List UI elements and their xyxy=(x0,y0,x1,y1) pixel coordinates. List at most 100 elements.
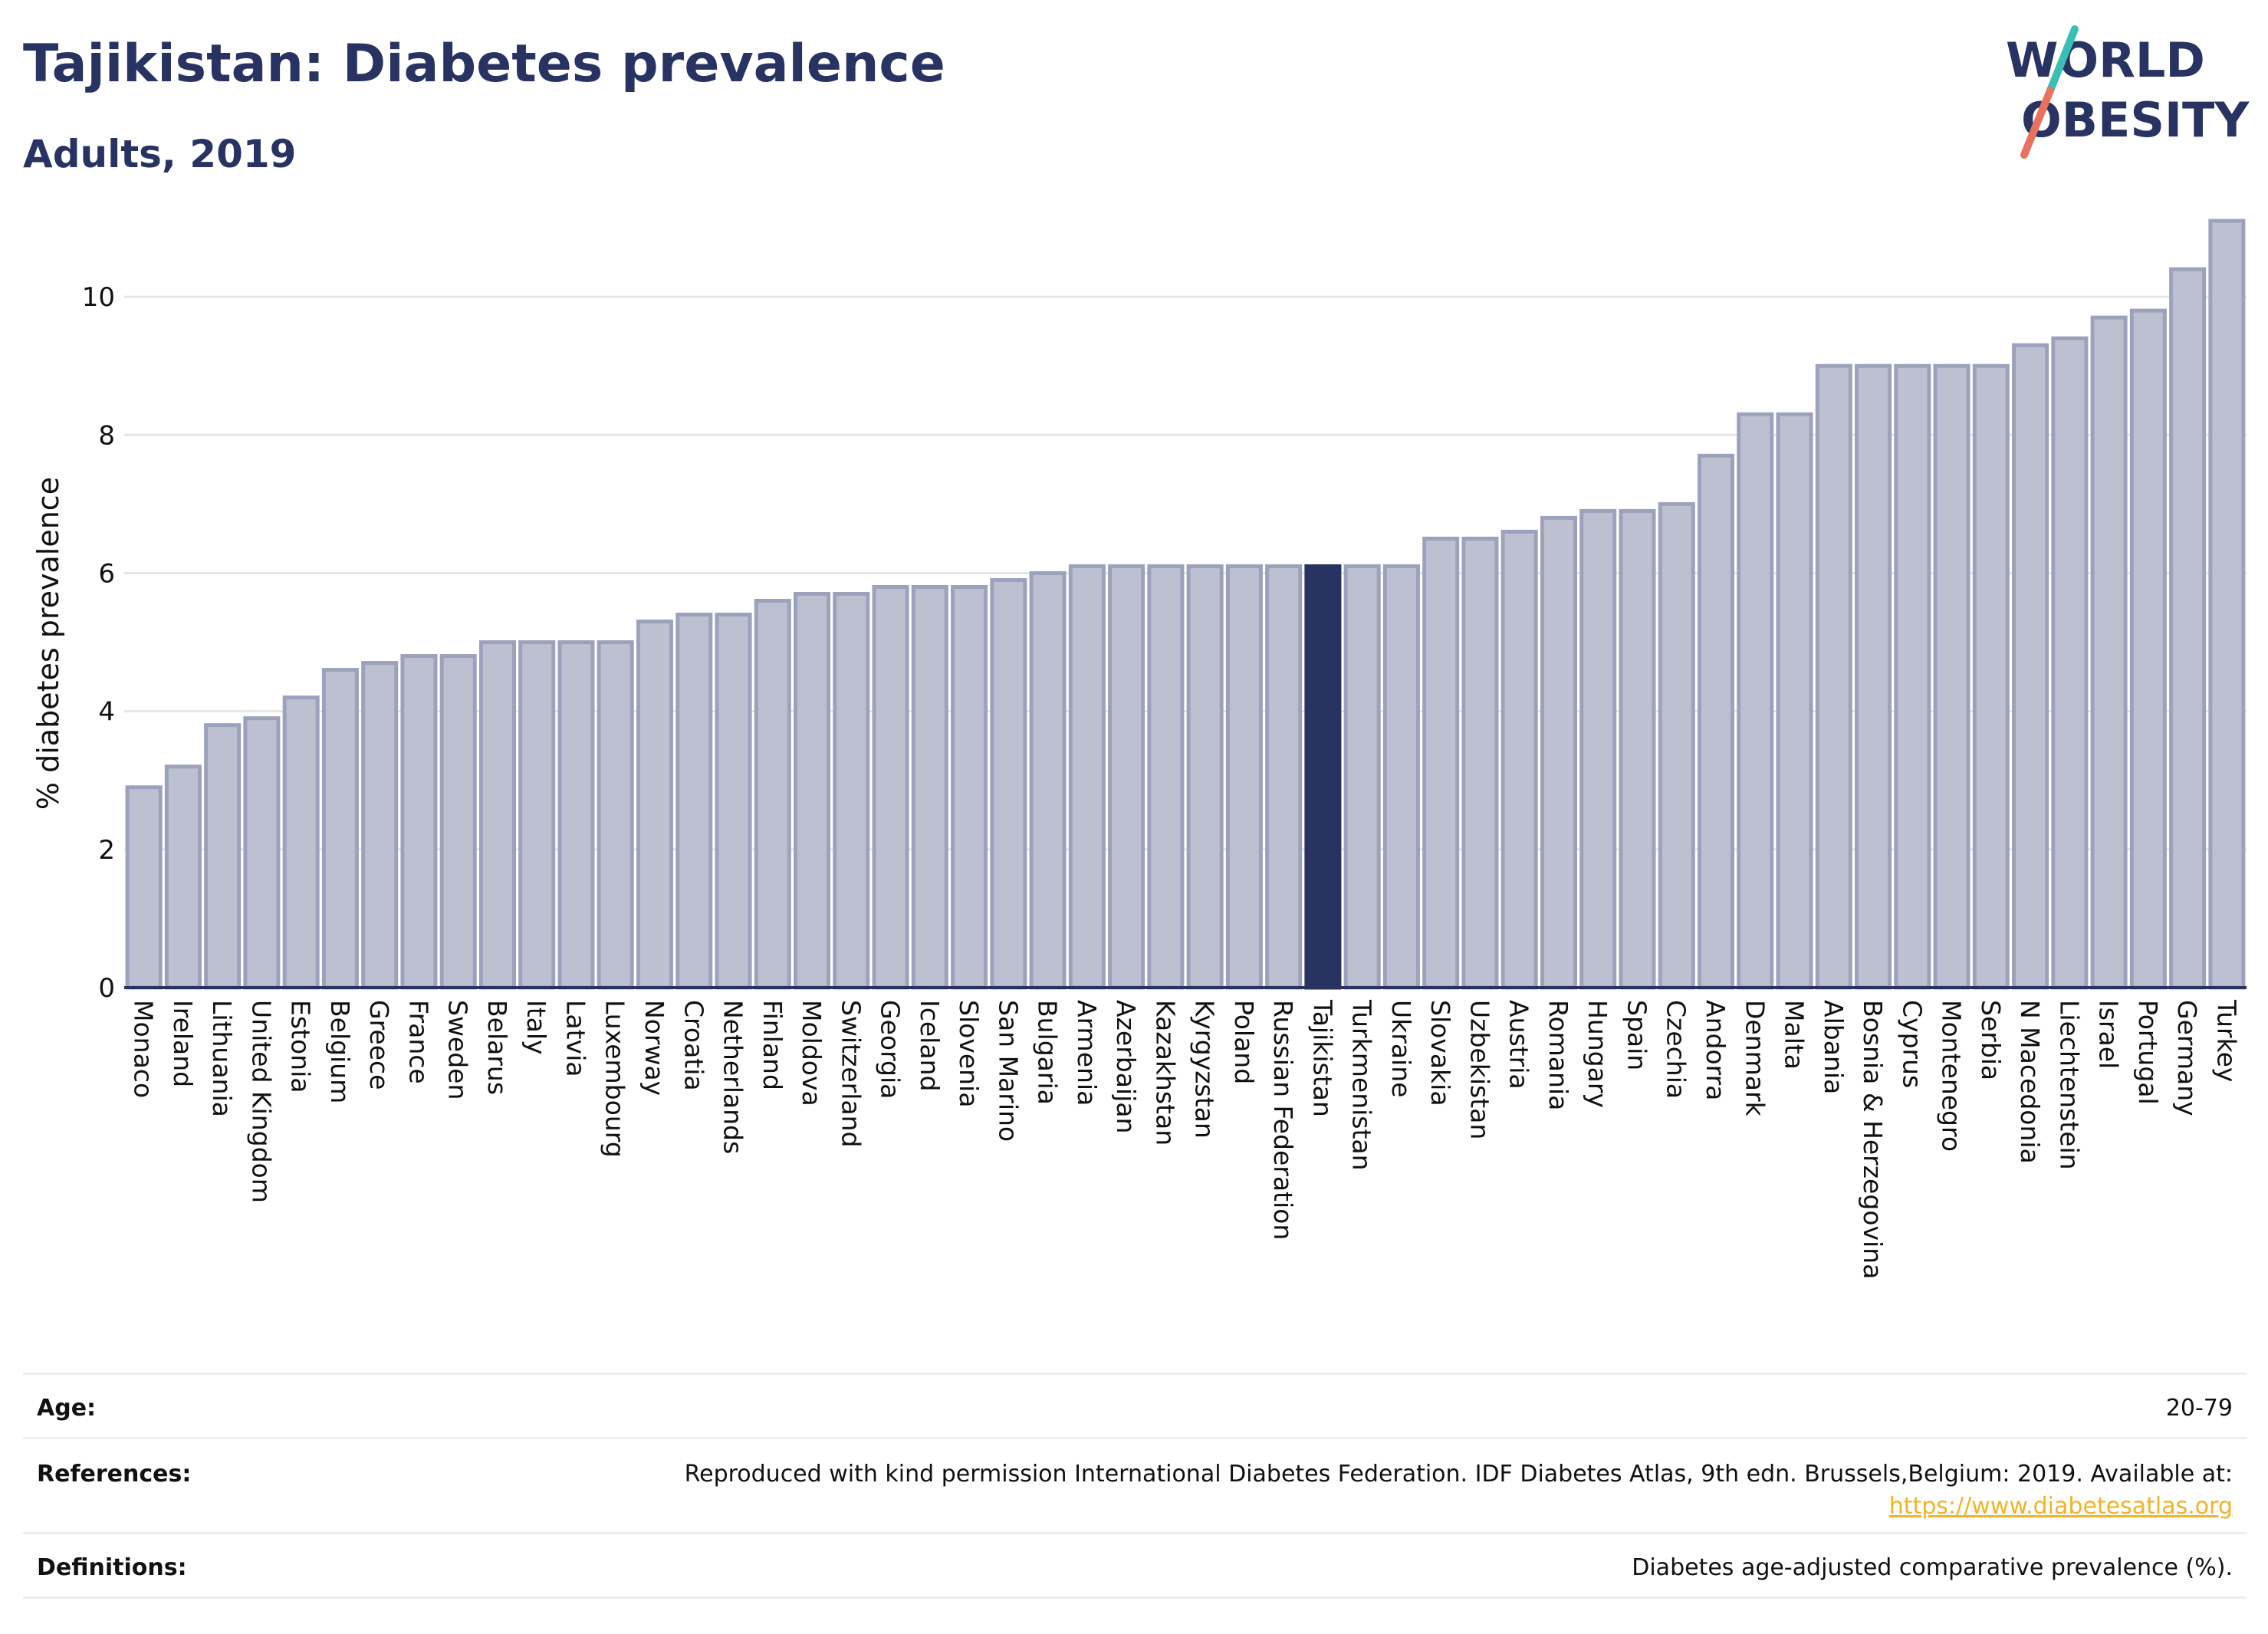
info-references-label: References: xyxy=(37,1461,192,1488)
y-tick-label: 8 xyxy=(98,420,115,451)
x-tick-label: Norway xyxy=(639,1000,669,1096)
x-tick-label: Finland xyxy=(758,1000,787,1090)
logo-text-line2: OBESITY xyxy=(2021,92,2250,148)
bar xyxy=(1658,501,1695,990)
y-tick-label: 2 xyxy=(98,835,115,866)
info-age-label: Age: xyxy=(37,1395,97,1422)
y-axis-ticks: 0 2 4 6 8 10 xyxy=(82,282,115,1004)
bar xyxy=(2169,267,2207,990)
info-references-link[interactable]: https://www.diabetesatlas.org xyxy=(1888,1493,2233,1520)
x-tick-label: Turkmenistan xyxy=(1347,999,1377,1171)
logo-text-line1: WORLD xyxy=(2006,32,2205,88)
y-axis-title: % diabetes prevalence xyxy=(31,477,65,810)
x-tick-label: Montenegro xyxy=(1937,1000,1967,1152)
bar xyxy=(1265,564,1303,990)
y-tick-label: 4 xyxy=(98,697,115,728)
bar xyxy=(400,654,438,990)
x-tick-label: Kyrgyzstan xyxy=(1190,1000,1220,1139)
x-tick-label: Hungary xyxy=(1583,1000,1612,1108)
x-tick-label: Moldova xyxy=(797,1000,827,1106)
x-tick-label: Romania xyxy=(1543,1000,1573,1110)
bar xyxy=(1108,564,1146,990)
bar xyxy=(1894,363,1931,990)
logo-slash-bottom xyxy=(2020,87,2054,159)
bar xyxy=(361,661,399,990)
x-tick-label: Slovakia xyxy=(1425,1000,1455,1106)
bar xyxy=(951,584,988,990)
bar xyxy=(872,584,909,990)
x-tick-label: Georgia xyxy=(876,1000,906,1099)
bar xyxy=(1225,564,1263,990)
bar xyxy=(243,716,281,990)
bar xyxy=(1579,508,1617,990)
bar xyxy=(1776,412,1813,990)
bar xyxy=(1697,453,1735,990)
x-tick-label: Bulgaria xyxy=(1033,1000,1063,1105)
bar xyxy=(478,640,516,990)
y-tick-label: 0 xyxy=(98,973,115,1004)
x-tick-label: Estonia xyxy=(286,1000,316,1093)
x-tick-label: Sweden xyxy=(443,1000,473,1100)
bar xyxy=(754,599,791,990)
x-tick-label: Albania xyxy=(1819,1000,1849,1094)
info-references-text: Reproduced with kind permission Internat… xyxy=(684,1461,2233,1488)
x-axis-labels: Monaco Ireland Lithuania United Kingdom Esto… xyxy=(129,999,2242,1279)
bar xyxy=(2129,308,2167,990)
bar xyxy=(518,640,556,990)
x-tick-label: Ireland xyxy=(168,1000,198,1087)
logo-slash-top xyxy=(2046,25,2079,94)
bar xyxy=(1422,536,1460,990)
page-subtitle: Adults, 2019 xyxy=(23,132,297,176)
x-tick-label: Belgium xyxy=(325,1000,355,1103)
x-tick-label: Ukraine xyxy=(1386,1000,1416,1097)
x-tick-label: Serbia xyxy=(1976,1000,2006,1080)
x-tick-label: Portugal xyxy=(2133,1000,2163,1105)
info-definitions-value: Diabetes age-adjusted comparative preval… xyxy=(1632,1554,2233,1581)
bar xyxy=(321,668,359,990)
bar xyxy=(911,584,948,990)
x-tick-label: San Marino xyxy=(993,1000,1023,1142)
bars xyxy=(125,219,2246,990)
bar xyxy=(1855,363,1892,990)
x-tick-label: France xyxy=(403,1000,433,1084)
bar xyxy=(1540,515,1577,990)
bar xyxy=(990,577,1027,990)
x-tick-label: Malta xyxy=(1780,1000,1809,1070)
bar xyxy=(1147,564,1185,990)
bar xyxy=(557,640,595,990)
world-obesity-logo: WORLD OBESITY xyxy=(2006,25,2250,159)
info-definitions-label: Definitions: xyxy=(37,1554,187,1581)
x-tick-label: Uzbekistan xyxy=(1464,1000,1494,1139)
x-tick-label: Russian Federation xyxy=(1268,1000,1298,1240)
bar xyxy=(1933,363,1971,990)
x-tick-label: Latvia xyxy=(560,1000,590,1077)
bar-chart: 0 2 4 6 8 10 Monaco Ireland Lithuania United Kin… xyxy=(31,219,2247,1279)
x-tick-label: Cyprus xyxy=(1897,1000,1927,1088)
x-tick-label: Tajikistan xyxy=(1307,999,1337,1117)
bar xyxy=(164,764,202,990)
bar xyxy=(715,613,752,990)
x-tick-label: Luxembourg xyxy=(600,1000,630,1158)
bar xyxy=(1343,564,1381,990)
x-tick-label: Turkey xyxy=(2211,999,2241,1082)
grid-lines xyxy=(124,295,2247,851)
x-tick-label: Andorra xyxy=(1701,1000,1731,1100)
x-tick-label: Germany xyxy=(2172,1000,2202,1116)
bar-highlight xyxy=(1304,564,1342,990)
bar xyxy=(2051,336,2089,990)
x-tick-label: Liechtenstein xyxy=(2054,1000,2084,1170)
info-row-references: References: Reproduced with kind permiss… xyxy=(23,1437,2247,1534)
bar xyxy=(2208,219,2246,990)
bar xyxy=(1461,536,1499,990)
x-tick-label: Belarus xyxy=(482,1000,512,1095)
x-tick-label: Spain xyxy=(1622,1000,1652,1070)
x-tick-label: Czechia xyxy=(1662,1000,1691,1099)
x-tick-label: N Macedonia xyxy=(2015,1000,2045,1164)
bar xyxy=(675,613,713,990)
info-bottom-border xyxy=(23,1596,2247,1599)
bar xyxy=(2090,315,2128,990)
bar xyxy=(1186,564,1224,990)
x-tick-label: Kazakhstan xyxy=(1150,1000,1180,1146)
page-title: Tajikistan: Diabetes prevalence xyxy=(23,34,945,94)
bar xyxy=(282,695,320,990)
